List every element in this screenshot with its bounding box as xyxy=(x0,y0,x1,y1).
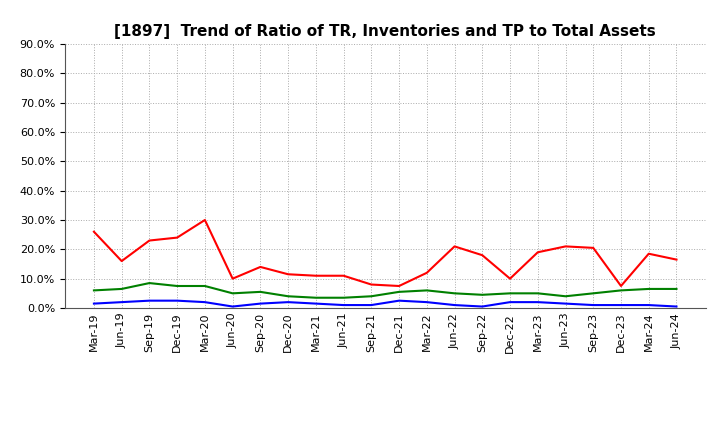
Trade Payables xyxy=(561,293,570,299)
Trade Receivables xyxy=(534,249,542,255)
Inventories xyxy=(395,298,403,303)
Inventories xyxy=(312,301,320,306)
Trade Payables xyxy=(644,286,653,292)
Trade Receivables xyxy=(339,273,348,279)
Inventories xyxy=(644,302,653,308)
Inventories xyxy=(173,298,181,303)
Trade Payables xyxy=(339,295,348,301)
Inventories xyxy=(478,304,487,309)
Inventories xyxy=(228,304,237,309)
Trade Payables xyxy=(312,295,320,301)
Inventories xyxy=(450,302,459,308)
Inventories xyxy=(145,298,154,303)
Trade Receivables xyxy=(478,253,487,258)
Trade Payables xyxy=(117,286,126,292)
Trade Receivables xyxy=(201,217,210,223)
Inventories xyxy=(89,301,98,306)
Inventories xyxy=(117,300,126,305)
Trade Payables xyxy=(478,292,487,297)
Trade Receivables xyxy=(284,271,292,277)
Inventories xyxy=(505,300,514,305)
Trade Receivables xyxy=(312,273,320,279)
Inventories xyxy=(339,302,348,308)
Trade Receivables xyxy=(89,229,98,235)
Trade Receivables xyxy=(173,235,181,240)
Trade Payables xyxy=(89,288,98,293)
Trade Receivables xyxy=(228,276,237,281)
Trade Receivables xyxy=(117,258,126,264)
Trade Receivables xyxy=(505,276,514,281)
Trade Payables xyxy=(505,291,514,296)
Trade Payables xyxy=(616,288,625,293)
Trade Receivables xyxy=(423,270,431,275)
Inventories xyxy=(256,301,265,306)
Trade Payables xyxy=(367,293,376,299)
Inventories xyxy=(616,302,625,308)
Trade Payables xyxy=(228,291,237,296)
Trade Payables xyxy=(672,286,681,292)
Trade Payables xyxy=(145,280,154,286)
Inventories xyxy=(201,300,210,305)
Line: Trade Payables: Trade Payables xyxy=(94,283,677,298)
Inventories xyxy=(367,302,376,308)
Trade Receivables xyxy=(616,283,625,289)
Trade Receivables xyxy=(561,244,570,249)
Title: [1897]  Trend of Ratio of TR, Inventories and TP to Total Assets: [1897] Trend of Ratio of TR, Inventories… xyxy=(114,24,656,39)
Inventories xyxy=(589,302,598,308)
Trade Payables xyxy=(173,283,181,289)
Trade Receivables xyxy=(644,251,653,257)
Trade Payables xyxy=(201,283,210,289)
Trade Payables xyxy=(395,289,403,294)
Inventories xyxy=(672,304,681,309)
Inventories xyxy=(534,300,542,305)
Trade Payables xyxy=(589,291,598,296)
Trade Receivables xyxy=(589,245,598,250)
Trade Payables xyxy=(450,291,459,296)
Inventories xyxy=(561,301,570,306)
Trade Receivables xyxy=(450,244,459,249)
Trade Receivables xyxy=(145,238,154,243)
Trade Payables xyxy=(284,293,292,299)
Trade Receivables xyxy=(672,257,681,262)
Line: Trade Receivables: Trade Receivables xyxy=(94,220,677,286)
Trade Payables xyxy=(534,291,542,296)
Trade Payables xyxy=(256,289,265,294)
Inventories xyxy=(284,300,292,305)
Line: Inventories: Inventories xyxy=(94,301,677,307)
Trade Receivables xyxy=(256,264,265,270)
Trade Receivables xyxy=(367,282,376,287)
Trade Payables xyxy=(423,288,431,293)
Trade Receivables xyxy=(395,283,403,289)
Inventories xyxy=(423,300,431,305)
